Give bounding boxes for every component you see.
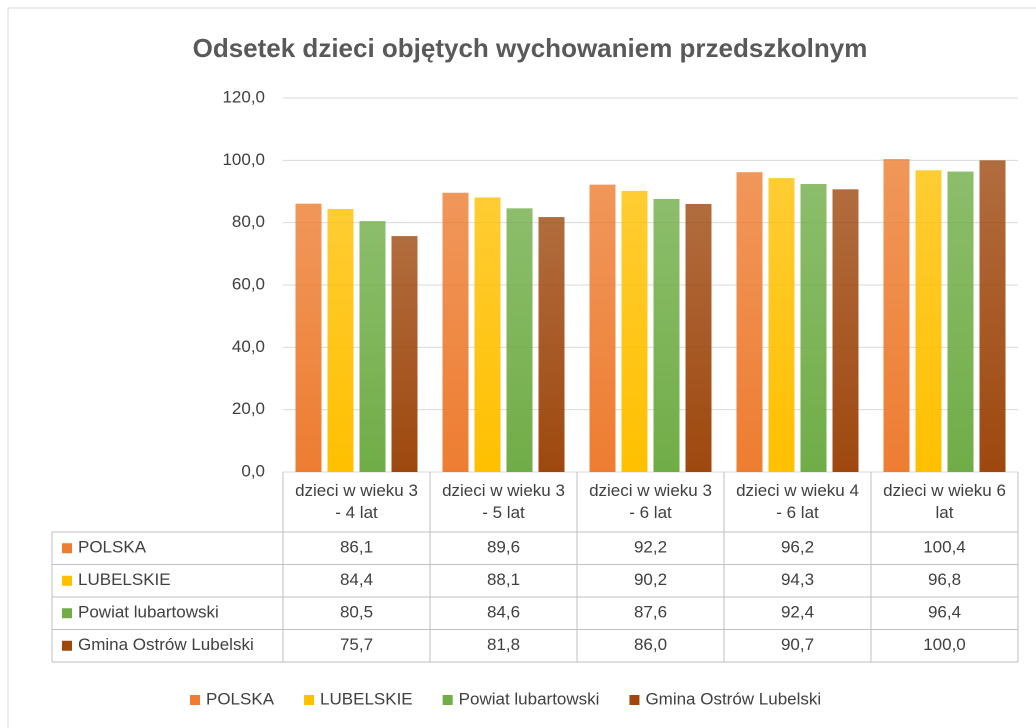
y-tick-label: 20,0 bbox=[232, 399, 265, 418]
row-label: Powiat lubartowski bbox=[78, 603, 219, 622]
bar bbox=[474, 197, 501, 472]
y-tick-label: 80,0 bbox=[232, 212, 265, 231]
x-tick-label: dzieci w wieku 3 - 5 lat bbox=[442, 481, 565, 522]
table-value: 92,2 bbox=[634, 538, 667, 557]
chart-title: Odsetek dzieci objętych wychowaniem prze… bbox=[193, 33, 868, 63]
bar bbox=[832, 189, 859, 472]
legend-key bbox=[304, 695, 315, 705]
legend-key bbox=[629, 695, 640, 705]
bar bbox=[295, 203, 322, 472]
table-value: 87,6 bbox=[634, 603, 667, 622]
bar bbox=[621, 190, 648, 473]
table-value: 94,3 bbox=[781, 570, 814, 589]
legend-key bbox=[62, 608, 72, 619]
bar bbox=[979, 160, 1006, 473]
bar bbox=[768, 178, 795, 472]
y-tick-label: 120,0 bbox=[222, 87, 265, 106]
legend-label: LUBELSKIE bbox=[320, 689, 413, 708]
table-value: 80,5 bbox=[340, 603, 373, 622]
bar bbox=[589, 184, 616, 473]
table-value: 90,7 bbox=[781, 635, 814, 654]
bar bbox=[685, 203, 712, 472]
bar bbox=[947, 171, 974, 472]
row-label: LUBELSKIE bbox=[78, 570, 171, 589]
bar bbox=[736, 172, 763, 472]
bar bbox=[506, 208, 533, 472]
table-value: 100,0 bbox=[923, 635, 966, 654]
bar bbox=[442, 192, 469, 472]
table-value: 86,1 bbox=[340, 538, 373, 557]
legend-key bbox=[62, 640, 72, 651]
legend-label: Gmina Ostrów Lubelski bbox=[645, 689, 821, 708]
table-value: 96,8 bbox=[928, 570, 961, 589]
legend-label: POLSKA bbox=[206, 689, 275, 708]
table-value: 88,1 bbox=[487, 570, 520, 589]
y-tick-label: 40,0 bbox=[232, 337, 265, 356]
table-value: 81,8 bbox=[487, 635, 520, 654]
table-value: 84,6 bbox=[487, 603, 520, 622]
table-value: 86,0 bbox=[634, 635, 667, 654]
bar bbox=[653, 198, 680, 473]
legend-key bbox=[62, 543, 72, 554]
x-tick-label: dzieci w wieku 3 - 6 lat bbox=[589, 481, 712, 522]
bar bbox=[359, 221, 386, 472]
legend-key bbox=[62, 575, 72, 586]
y-tick-label: 60,0 bbox=[232, 274, 265, 293]
x-tick-label: dzieci w wieku 6 lat bbox=[883, 481, 1006, 522]
bar bbox=[391, 236, 418, 472]
bar bbox=[915, 170, 942, 472]
table-value: 92,4 bbox=[781, 603, 814, 622]
legend-label: Powiat lubartowski bbox=[459, 689, 600, 708]
table-value: 100,4 bbox=[923, 538, 966, 557]
table-value: 90,2 bbox=[634, 570, 667, 589]
bar bbox=[327, 208, 354, 472]
table-value: 96,4 bbox=[928, 603, 961, 622]
y-tick-label: 0,0 bbox=[241, 461, 265, 480]
legend-key bbox=[442, 695, 453, 705]
row-label: Gmina Ostrów Lubelski bbox=[78, 635, 254, 654]
row-label: POLSKA bbox=[78, 538, 147, 557]
x-tick-label: dzieci w wieku 4 - 6 lat bbox=[736, 481, 859, 522]
bar bbox=[800, 184, 827, 472]
legend-key bbox=[190, 695, 200, 705]
x-tick-label: dzieci w wieku 3 - 4 lat bbox=[295, 481, 418, 522]
y-tick-label: 100,0 bbox=[222, 150, 265, 169]
table-value: 89,6 bbox=[487, 538, 520, 557]
table-value: 96,2 bbox=[781, 538, 814, 557]
table-value: 84,4 bbox=[340, 570, 373, 589]
bar bbox=[883, 159, 910, 472]
table-value: 75,7 bbox=[340, 635, 373, 654]
bar bbox=[538, 217, 565, 472]
